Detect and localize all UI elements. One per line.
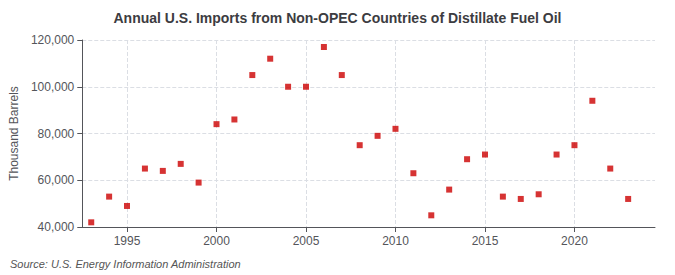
svg-text:40,000: 40,000 [38,220,75,234]
svg-text:100,000: 100,000 [31,80,75,94]
svg-text:Source: U.S. Energy Informatio: Source: U.S. Energy Information Administ… [10,258,241,270]
svg-text:80,000: 80,000 [38,127,75,141]
svg-text:2000: 2000 [203,234,230,248]
svg-text:2005: 2005 [293,234,320,248]
svg-text:Thousand Barrels: Thousand Barrels [7,86,21,181]
svg-text:2020: 2020 [561,234,588,248]
svg-text:60,000: 60,000 [38,173,75,187]
svg-text:2015: 2015 [472,234,499,248]
svg-text:Annual U.S. Imports from Non-O: Annual U.S. Imports from Non-OPEC Countr… [113,10,561,26]
svg-text:120,000: 120,000 [31,33,75,47]
svg-text:2010: 2010 [382,234,409,248]
svg-text:1995: 1995 [114,234,141,248]
